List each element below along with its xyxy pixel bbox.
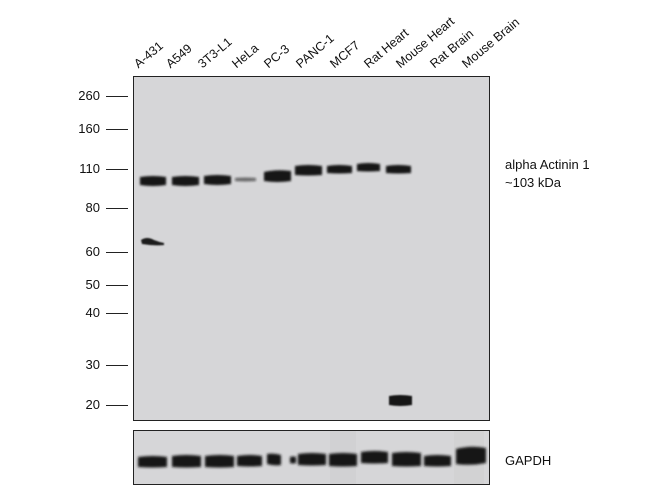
mw-label-20: 20 bbox=[85, 397, 100, 412]
lane-label-pc-3: PC-3 bbox=[261, 41, 293, 71]
band-mcf7 bbox=[327, 165, 352, 174]
band-a-431 bbox=[140, 176, 166, 186]
gapdh-band-a549 bbox=[172, 455, 201, 468]
main-blot-panel bbox=[133, 76, 490, 421]
band-a-431-lower bbox=[141, 238, 164, 246]
gapdh-band-3t3-l1 bbox=[205, 455, 234, 468]
gapdh-band-rat-brain bbox=[424, 455, 451, 467]
mw-tick-20 bbox=[106, 405, 128, 406]
gapdh-label: GAPDH bbox=[505, 453, 552, 468]
mw-tick-110 bbox=[106, 169, 128, 170]
band-rat-heart bbox=[357, 163, 380, 172]
target-label: alpha Actinin 1 ~103 kDa bbox=[505, 156, 590, 191]
band-panc-1 bbox=[295, 165, 322, 176]
gapdh-band-mouse-heart bbox=[392, 452, 421, 467]
gapdh-band-panc-1 bbox=[298, 453, 326, 466]
main-blot-image bbox=[134, 77, 489, 420]
membrane-background bbox=[134, 77, 489, 420]
band-pc-3 bbox=[264, 170, 291, 182]
mw-tick-30 bbox=[106, 365, 128, 366]
target-name: alpha Actinin 1 bbox=[505, 157, 590, 172]
lane-label-a549: A549 bbox=[163, 41, 195, 71]
mw-label-60: 60 bbox=[85, 244, 100, 259]
mw-tick-80 bbox=[106, 208, 128, 209]
gapdh-band-hela bbox=[237, 455, 262, 467]
gapdh-band-rat-heart bbox=[361, 451, 388, 464]
lane-label-hela: HeLa bbox=[229, 40, 262, 71]
mw-label-80: 80 bbox=[85, 200, 100, 215]
mw-tick-50 bbox=[106, 285, 128, 286]
mw-tick-60 bbox=[106, 252, 128, 253]
gapdh-band-pc-3-minor bbox=[290, 456, 296, 464]
gapdh-blot-image bbox=[134, 431, 489, 484]
mw-tick-260 bbox=[106, 96, 128, 97]
gapdh-band-mouse-brain bbox=[456, 446, 486, 465]
mw-label-50: 50 bbox=[85, 277, 100, 292]
mw-tick-160 bbox=[106, 129, 128, 130]
mw-label-40: 40 bbox=[85, 305, 100, 320]
lane-label-3t3-l1: 3T3-L1 bbox=[195, 34, 235, 71]
mw-label-260: 260 bbox=[78, 88, 100, 103]
lane-label-a-431: A-431 bbox=[131, 38, 166, 71]
lane-label-panc-1: PANC-1 bbox=[293, 31, 337, 71]
gapdh-band-a-431 bbox=[138, 456, 167, 468]
gapdh-blot-panel bbox=[133, 430, 490, 485]
mw-label-110: 110 bbox=[79, 161, 100, 176]
band-3t3-l1 bbox=[204, 175, 231, 185]
gapdh-band-mcf7 bbox=[329, 453, 357, 467]
mw-label-160: 160 bbox=[78, 121, 100, 136]
target-size: ~103 kDa bbox=[505, 174, 562, 190]
band-hela bbox=[235, 177, 256, 182]
mw-label-30: 30 bbox=[85, 357, 100, 372]
band-a549 bbox=[172, 176, 199, 186]
mw-tick-40 bbox=[106, 313, 128, 314]
band-mouse-heart-20kda bbox=[389, 395, 412, 406]
band-mouse-heart bbox=[386, 165, 411, 174]
gapdh-band-pc-3 bbox=[267, 453, 281, 466]
